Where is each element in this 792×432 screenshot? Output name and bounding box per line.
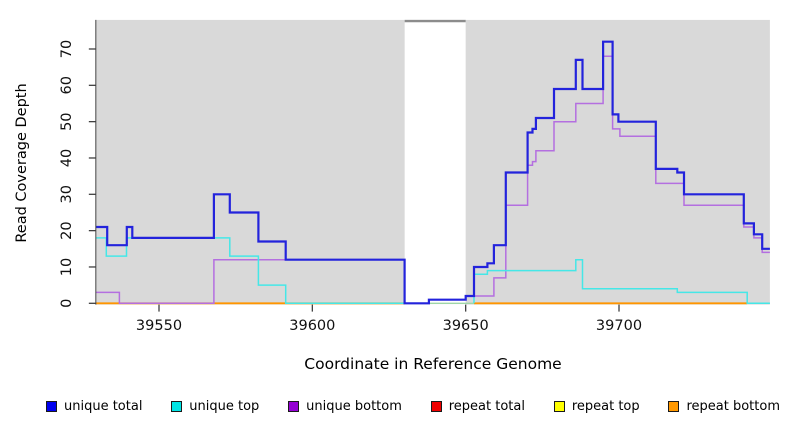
masked-region-band <box>404 19 466 305</box>
legend-label: repeat bottom <box>686 399 780 414</box>
x-tick-label: 39600 <box>289 318 335 334</box>
legend-item-repeat-top: repeat top <box>553 399 640 414</box>
y-tick-label: 0 <box>59 299 75 308</box>
y-tick-label: 70 <box>59 40 75 58</box>
legend: unique total unique top unique bottom repea… <box>0 399 792 414</box>
y-tick-label: 40 <box>59 149 75 167</box>
legend-swatch <box>553 401 565 412</box>
legend-label: unique total <box>64 399 143 414</box>
x-axis-title: Coordinate in Reference Genome <box>304 355 561 373</box>
legend-label: unique bottom <box>306 399 402 414</box>
x-tick-label: 39700 <box>596 318 642 334</box>
series-unique-total-line <box>95 40 770 305</box>
y-tick-label: 10 <box>59 258 75 276</box>
legend-swatch <box>288 401 300 412</box>
y-tick-label: 50 <box>59 112 75 130</box>
legend-item-repeat-total: repeat total <box>430 399 525 414</box>
y-axis-title: Read Coverage Depth <box>14 83 30 242</box>
legend-swatch <box>171 401 183 412</box>
x-tick-label: 39550 <box>136 318 182 334</box>
legend-item-unique-total: unique total <box>46 399 142 414</box>
series-unique-top-line <box>473 258 770 305</box>
legend-label: repeat total <box>448 399 525 414</box>
x-tick-label: 39650 <box>443 318 489 334</box>
legend-item-unique-top: unique top <box>171 399 259 414</box>
legend-swatch <box>430 401 442 412</box>
legend-swatch <box>46 401 57 412</box>
legend-label: repeat top <box>571 399 640 414</box>
y-tick-label: 30 <box>59 185 75 203</box>
legend-item-unique-bottom: unique bottom <box>288 399 402 414</box>
series-unique-top-line <box>95 237 405 305</box>
legend-swatch <box>668 401 680 412</box>
legend-label: unique top <box>189 399 260 414</box>
y-tick-label: 20 <box>59 221 75 239</box>
legend-item-repeat-bottom: repeat bottom <box>668 399 780 414</box>
y-tick-label: 60 <box>59 76 75 94</box>
